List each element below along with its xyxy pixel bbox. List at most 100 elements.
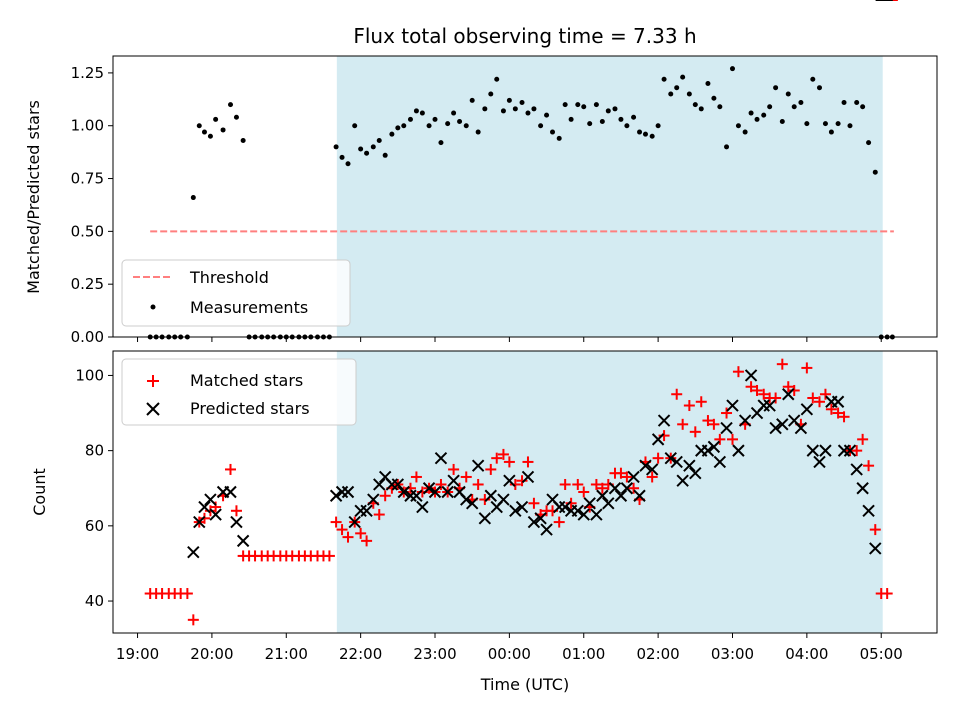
measurement-point — [525, 110, 531, 116]
matched-star-point — [825, 403, 837, 415]
top-y-tick-label: 0.75 — [71, 170, 104, 188]
predicted-star-point — [732, 444, 745, 457]
predicted-star-point — [478, 512, 492, 525]
chart-title: Flux total observing time = 7.33 h — [353, 24, 696, 48]
predicted-star-point — [676, 474, 689, 487]
predicted-star-point — [341, 485, 355, 499]
matched-star-point — [881, 588, 893, 600]
measurement-point — [698, 106, 704, 112]
matched-star-point — [342, 531, 354, 543]
matched-star-point — [751, 384, 763, 396]
predicted-star-point — [813, 455, 826, 469]
predicted-star-point — [726, 399, 739, 412]
measurement-point — [618, 116, 624, 122]
measurement-point — [624, 123, 630, 129]
top-y-axis-label: Matched/Predicted stars — [24, 100, 43, 294]
matched-star-point — [702, 415, 714, 427]
measurement-point — [785, 91, 791, 97]
predicted-star-point — [534, 512, 547, 525]
matched-star-point — [578, 486, 590, 498]
predicted-star-point — [707, 440, 721, 454]
matched-star-point — [590, 478, 602, 490]
predicted-star-point — [657, 414, 671, 427]
predicted-star-point — [689, 466, 702, 480]
predicted-star-point — [447, 474, 460, 487]
measurement-point — [767, 104, 773, 110]
top-y-tick-label: 0.50 — [71, 222, 104, 240]
predicted-star-point — [608, 482, 622, 495]
predicted-star-point — [348, 515, 361, 529]
predicted-star-point — [869, 542, 882, 555]
predicted-star-point — [651, 433, 665, 446]
top-y-tick-label: 0.25 — [71, 275, 104, 293]
matched-star-point — [336, 524, 348, 536]
predicted-star-point — [843, 444, 857, 457]
predicted-star-point — [862, 504, 875, 518]
matched-star-point — [373, 509, 385, 521]
legend-measurements-label: Measurements — [190, 298, 308, 317]
matched-star-point — [671, 388, 683, 400]
measurement-point — [531, 106, 537, 112]
measurement-point — [419, 110, 425, 116]
measurement-point — [333, 144, 339, 150]
matched-star-point — [497, 448, 509, 460]
predicted-star-point — [633, 489, 646, 502]
matched-star-point — [323, 550, 335, 562]
x-tick-label: 23:00 — [413, 645, 456, 663]
matched-star-point — [187, 614, 199, 626]
matched-star-point — [472, 478, 484, 490]
measurement-point — [358, 146, 364, 152]
matched-star-point — [819, 388, 831, 400]
matched-star-point — [807, 392, 819, 404]
measurement-point — [451, 110, 457, 116]
x-tick-label: 20:00 — [190, 645, 233, 663]
matched-star-point — [361, 535, 373, 547]
measurement-point — [581, 104, 587, 110]
matched-star-point — [758, 388, 770, 400]
predicted-star-point — [367, 493, 380, 506]
measurement-point — [544, 112, 550, 118]
measurement-point — [847, 123, 853, 129]
measurement-point — [413, 108, 419, 114]
measurement-point — [432, 116, 438, 122]
predicted-star-point — [602, 497, 615, 510]
matched-star-point — [683, 400, 695, 412]
measurement-point — [364, 150, 370, 156]
matched-star-point — [801, 362, 813, 374]
matched-star-point — [851, 445, 863, 457]
matched-star-point — [832, 407, 844, 419]
x-tick-label: 22:00 — [339, 645, 382, 663]
predicted-star-point — [422, 482, 436, 495]
predicted-star-point — [614, 489, 628, 502]
legend-matched-label: Matched stars — [190, 371, 303, 390]
matched-star-point — [726, 433, 738, 445]
predicted-star-point — [515, 500, 529, 514]
predicted-star-point — [209, 508, 222, 521]
matched-star-point — [355, 527, 367, 539]
matched-star-point — [198, 512, 210, 524]
predicted-star-point — [521, 470, 535, 484]
bottom-legend-box — [121, 358, 357, 426]
x-tick-label: 03:00 — [711, 645, 754, 663]
predicted-star-point — [540, 523, 553, 536]
predicted-star-point — [503, 474, 516, 487]
matched-star-point — [435, 478, 447, 490]
predicted-star-point — [645, 463, 659, 476]
legend-threshold-label: Threshold — [189, 268, 269, 287]
matched-star-point — [813, 396, 825, 408]
measurement-point — [724, 144, 730, 150]
measurement-point — [655, 123, 661, 129]
matched-star-point — [410, 471, 422, 483]
measurement-point — [550, 129, 556, 135]
predicted-star-point — [410, 489, 423, 502]
predicted-star-point — [198, 500, 211, 514]
measurement-point — [512, 106, 518, 112]
predicted-star-point — [434, 451, 448, 465]
predicted-star-point — [590, 508, 603, 521]
measurement-point — [562, 102, 568, 108]
matched-star-point — [572, 478, 584, 490]
measurement-point — [538, 123, 544, 129]
matched-star-point — [528, 497, 540, 509]
measurement-point — [494, 76, 500, 82]
